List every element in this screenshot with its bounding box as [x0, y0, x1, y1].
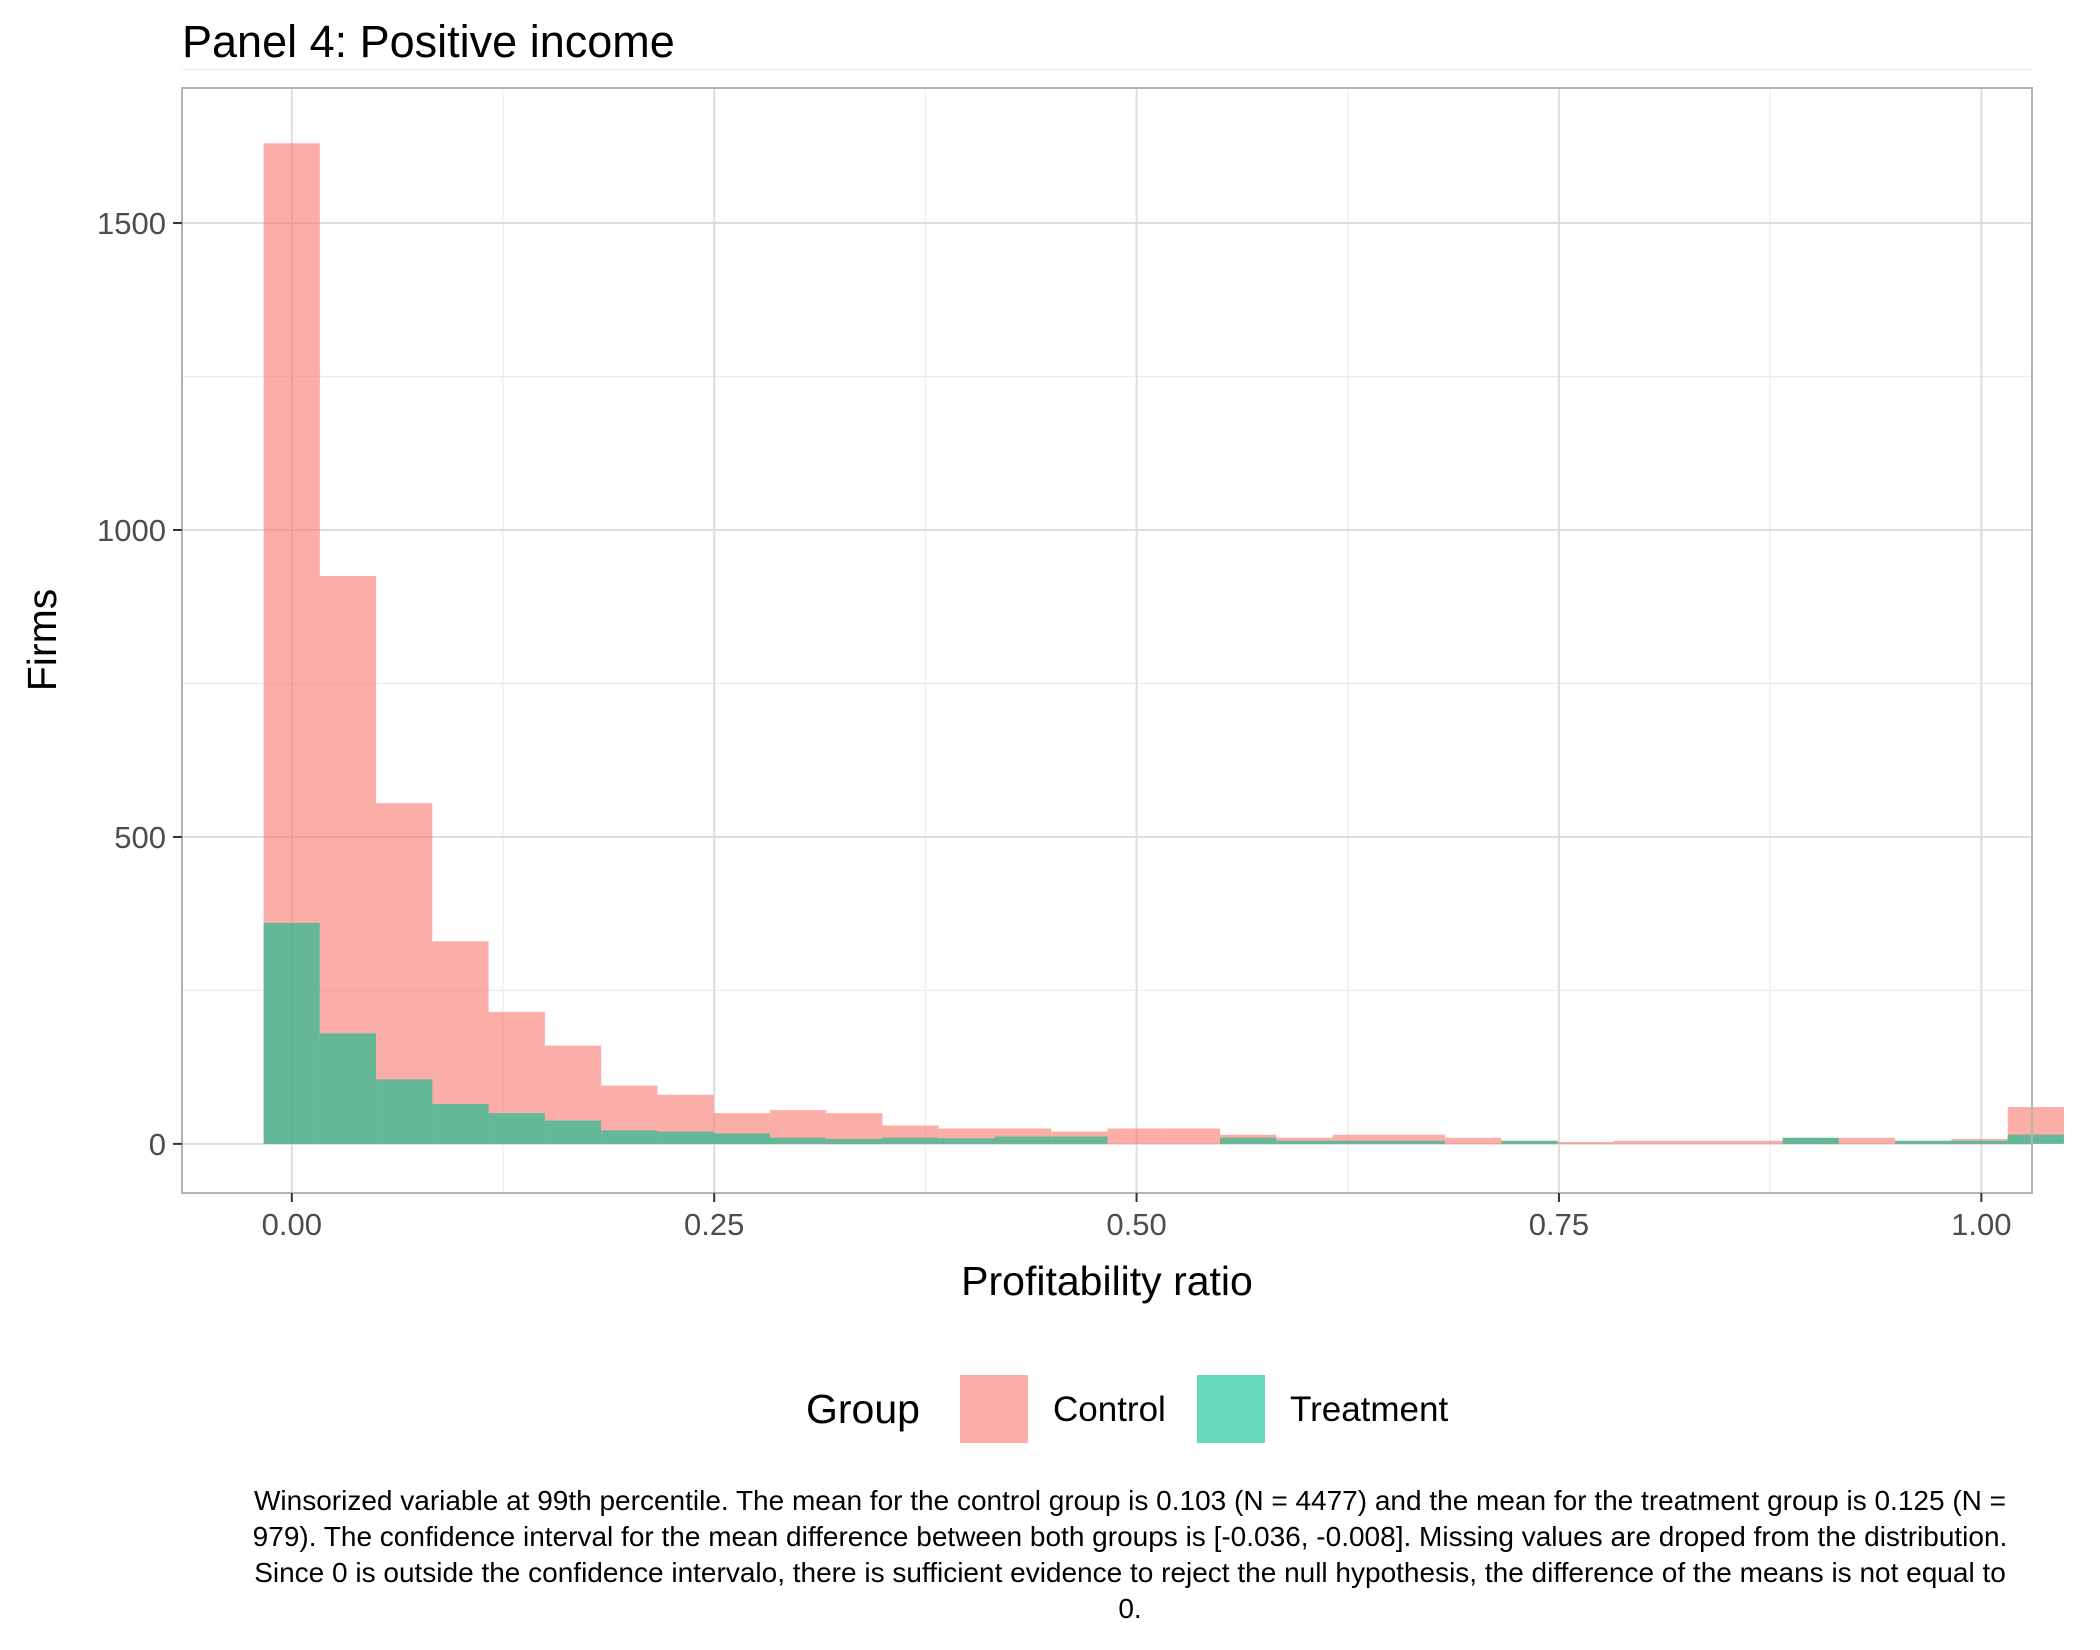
legend-swatch-control: [960, 1375, 1028, 1443]
bar-control-15: [1107, 1128, 1164, 1144]
bar-treatment-3: [432, 1103, 489, 1144]
bar-treatment-30: [1951, 1140, 2008, 1144]
x-tick-label-1: 0.25: [684, 1207, 744, 1242]
series-treatment: [263, 922, 2064, 1144]
legend-label-control: Control: [1053, 1390, 1166, 1429]
bar-control-23: [1557, 1142, 1614, 1144]
legend-label-treatment: Treatment: [1290, 1390, 1448, 1429]
bar-control-25: [1670, 1140, 1727, 1144]
bar-control-16: [1163, 1128, 1221, 1144]
x-tick-label-0: 0.00: [262, 1207, 322, 1242]
bar-control-26: [1726, 1140, 1783, 1144]
y-axis-ticks: 0 500 1000 1500: [97, 206, 182, 1162]
legend-title: Group: [806, 1386, 920, 1432]
bar-control-24: [1613, 1140, 1671, 1144]
bar-treatment-14: [1051, 1136, 1108, 1144]
bar-control-21: [1445, 1137, 1502, 1144]
bar-treatment-18: [1276, 1140, 1333, 1144]
x-axis-title: Profitability ratio: [961, 1258, 1253, 1304]
bar-treatment-19: [1332, 1140, 1389, 1144]
bar-treatment-31: [2007, 1134, 2064, 1144]
x-axis-ticks: 0.00 0.25 0.50 0.75 1.00: [262, 1193, 2011, 1242]
legend: Group Control Treatment: [806, 1375, 1448, 1443]
plot-border: [181, 87, 2033, 1194]
bar-treatment-13: [994, 1136, 1052, 1144]
x-tick-label-4: 1.00: [1951, 1207, 2011, 1242]
legend-swatch-treatment: [1197, 1375, 1265, 1443]
y-tick-label-3: 1500: [97, 206, 166, 241]
bar-treatment-10: [826, 1138, 883, 1144]
bar-treatment-27: [1782, 1137, 1839, 1144]
bar-treatment-4: [488, 1113, 545, 1144]
y-tick-label-1: 500: [114, 820, 166, 855]
bar-control-19: [1332, 1134, 1389, 1144]
bar-control-28: [1838, 1137, 1896, 1144]
plot-panel: [182, 88, 2032, 1193]
y-tick-label-2: 1000: [97, 513, 166, 548]
bar-treatment-6: [601, 1130, 658, 1144]
chart-title: Panel 4: Positive income: [182, 16, 675, 67]
y-tick-label-0: 0: [149, 1127, 166, 1162]
x-tick-label-2: 0.50: [1106, 1207, 1166, 1242]
bar-treatment-5: [544, 1120, 602, 1144]
bar-treatment-2: [376, 1079, 433, 1144]
bar-treatment-1: [319, 1033, 377, 1144]
bar-treatment-12: [938, 1138, 995, 1144]
bar-treatment-29: [1895, 1140, 1952, 1144]
x-tick-label-3: 0.75: [1529, 1207, 1589, 1242]
bar-treatment-11: [882, 1137, 939, 1144]
bar-treatment-22: [1501, 1140, 1558, 1144]
chart-caption: Winsorized variable at 99th percentile. …: [252, 1485, 2008, 1624]
bar-treatment-0: [263, 922, 320, 1144]
bar-treatment-17: [1220, 1137, 1277, 1144]
y-axis-title: Firms: [19, 589, 65, 691]
bar-treatment-7: [657, 1131, 714, 1144]
bar-control-10: [826, 1113, 883, 1144]
bar-treatment-9: [769, 1137, 827, 1144]
bar-control-20: [1388, 1134, 1446, 1144]
bar-treatment-8: [713, 1133, 770, 1144]
bar-treatment-20: [1388, 1140, 1446, 1144]
